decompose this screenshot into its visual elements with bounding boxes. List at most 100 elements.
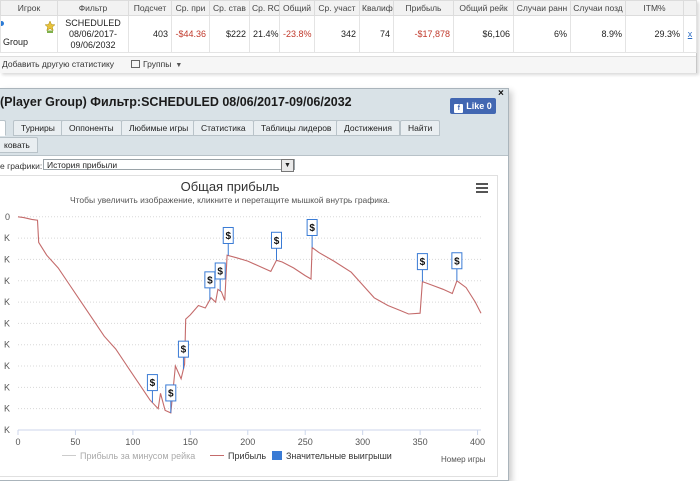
stats-header-row: Игрок Фильтр Подсчет Ср. при Ср. став Ср… [0, 0, 697, 16]
y-tick-label: K [4, 382, 10, 392]
tab-leaderboards[interactable]: Таблицы лидеров [253, 120, 340, 136]
graph-dialog: (Player Group) Фильтр:SCHEDULED 08/06/20… [0, 88, 509, 481]
remove-row-link[interactable]: x [683, 15, 697, 53]
itm-cell: 29.3% [625, 15, 684, 53]
x-tick-label: 150 [183, 437, 198, 447]
dollar-icon: $ [217, 266, 223, 277]
header-late[interactable]: Случаи позд [570, 0, 626, 16]
table-row: Group SCHEDULED 08/06/2017-09/06/2032 40… [0, 15, 697, 53]
header-avg-stake[interactable]: Ср. став [209, 0, 250, 16]
count-cell: 403 [128, 15, 172, 53]
y-tick-label: K [4, 297, 10, 307]
legend-line-rakeless [62, 455, 76, 456]
y-tick-label: K [4, 318, 10, 328]
tab-achievements[interactable]: Достижения [336, 120, 400, 136]
stats-table: Игрок Фильтр Подсчет Ср. при Ср. став Ср… [0, 0, 697, 53]
y-tick-label: K [4, 361, 10, 371]
avg-rc-cell: 21.4% [249, 15, 280, 53]
legend-rakeless-label: Прибыль за минусом рейка [80, 451, 196, 461]
header-profit[interactable]: Прибыль [393, 0, 454, 16]
tab-second-row[interactable]: ковать [0, 137, 38, 153]
header-itm[interactable]: ITM% [625, 0, 684, 16]
big-win-marker [306, 218, 318, 236]
stats-footer: Добавить другую статистику Группы ▼ [0, 56, 696, 73]
big-win-marker [270, 231, 282, 249]
dollar-icon: $ [420, 257, 426, 268]
legend-line-profit [210, 455, 224, 456]
like-label: Like 0 [466, 101, 492, 111]
stats-panel: Игрок Фильтр Подсчет Ср. при Ср. став Ср… [0, 0, 697, 73]
big-win-marker [165, 384, 177, 402]
x-tick-label: 100 [125, 437, 140, 447]
close-icon[interactable]: × [498, 88, 504, 99]
graph-type-select[interactable]: История прибыли ▼ [43, 159, 295, 172]
facebook-like-button[interactable]: f Like 0 [450, 98, 496, 114]
big-win-marker [177, 340, 189, 358]
total-rake-cell: $6,106 [453, 15, 514, 53]
x-tick-label: 300 [355, 437, 370, 447]
header-blank [683, 0, 697, 16]
header-total-rake[interactable]: Общий рейк [453, 0, 514, 16]
filter-cell: SCHEDULED 08/06/2017-09/06/2032 [57, 15, 129, 53]
big-win-marker [451, 252, 463, 270]
big-win-marker [416, 253, 428, 271]
chart-subtitle: Чтобы увеличить изображение, кликните и … [69, 195, 391, 205]
early-cell: 6% [513, 15, 571, 53]
legend-big-wins[interactable]: Значительные выигрыши [272, 451, 392, 461]
x-tick-label: 0 [15, 437, 20, 447]
tab-tournaments[interactable]: Турниры [13, 120, 63, 136]
dialog-title: (Player Group) Фильтр:SCHEDULED 08/06/20… [0, 95, 352, 109]
groups-menu[interactable]: Группы ▼ [131, 57, 182, 73]
tab-opponents[interactable]: Оппоненты [61, 120, 122, 136]
big-win-marker [222, 226, 234, 244]
y-tick-label: K [4, 404, 10, 414]
header-avg-entrants[interactable]: Ср. участ [314, 0, 360, 16]
hamburger-menu-icon[interactable] [476, 183, 488, 193]
y-tick-label: K [4, 425, 10, 435]
y-tick-label: K [4, 233, 10, 243]
facebook-icon: f [454, 104, 464, 113]
tab-statistics[interactable]: Статистика [193, 120, 254, 136]
header-player[interactable]: Игрок [0, 0, 58, 16]
header-early[interactable]: Случаи ранн [513, 0, 571, 16]
header-count[interactable]: Подсчет [128, 0, 172, 16]
header-qualif[interactable]: Квалиф [359, 0, 394, 16]
big-win-marker [214, 262, 226, 280]
tab-favorite-games[interactable]: Любимые игры [121, 120, 197, 136]
tab-active[interactable] [0, 120, 6, 136]
big-win-marker [204, 271, 216, 289]
header-filter[interactable]: Фильтр [57, 0, 129, 16]
header-avg-rc[interactable]: Ср. RC [249, 0, 280, 16]
legend-rakeless[interactable]: Прибыль за минусом рейка [62, 451, 195, 461]
chevron-down-icon[interactable]: ▼ [281, 159, 294, 172]
header-avg-profit[interactable]: Ср. при [171, 0, 210, 16]
dollar-icon: $ [454, 256, 460, 267]
x-tick-label: 200 [240, 437, 255, 447]
medal-icon [45, 21, 55, 33]
legend-big-wins-label: Значительные выигрыши [286, 451, 392, 461]
legend-box-big-wins [272, 451, 282, 460]
dollar-icon: $ [274, 236, 280, 247]
player-cell[interactable]: Group [0, 15, 58, 53]
late-cell: 8.9% [570, 15, 626, 53]
add-stat-link[interactable]: Добавить другую статистику [2, 59, 115, 69]
dollar-icon: $ [181, 345, 187, 356]
player-name[interactable]: Group [3, 37, 29, 47]
y-tick-label: K [4, 340, 10, 350]
dollar-icon: $ [150, 378, 156, 389]
chart-title: Общая прибыль [180, 179, 280, 194]
profit-cell: -$17,878 [393, 15, 454, 53]
dollar-icon: $ [225, 231, 231, 242]
header-total[interactable]: Общий [279, 0, 315, 16]
groups-label: Группы [143, 59, 172, 69]
avg-stake-cell: $222 [209, 15, 250, 53]
legend-profit[interactable]: Прибыль [210, 451, 266, 461]
dollar-icon: $ [207, 275, 213, 286]
tab-find[interactable]: Найти [400, 120, 441, 136]
y-tick-label: 0 [5, 212, 10, 222]
avg-profit-cell: -$44.36 [171, 15, 210, 53]
legend-profit-label: Прибыль [228, 451, 267, 461]
player-bullet-icon [1, 21, 4, 26]
y-tick-label: K [4, 254, 10, 264]
